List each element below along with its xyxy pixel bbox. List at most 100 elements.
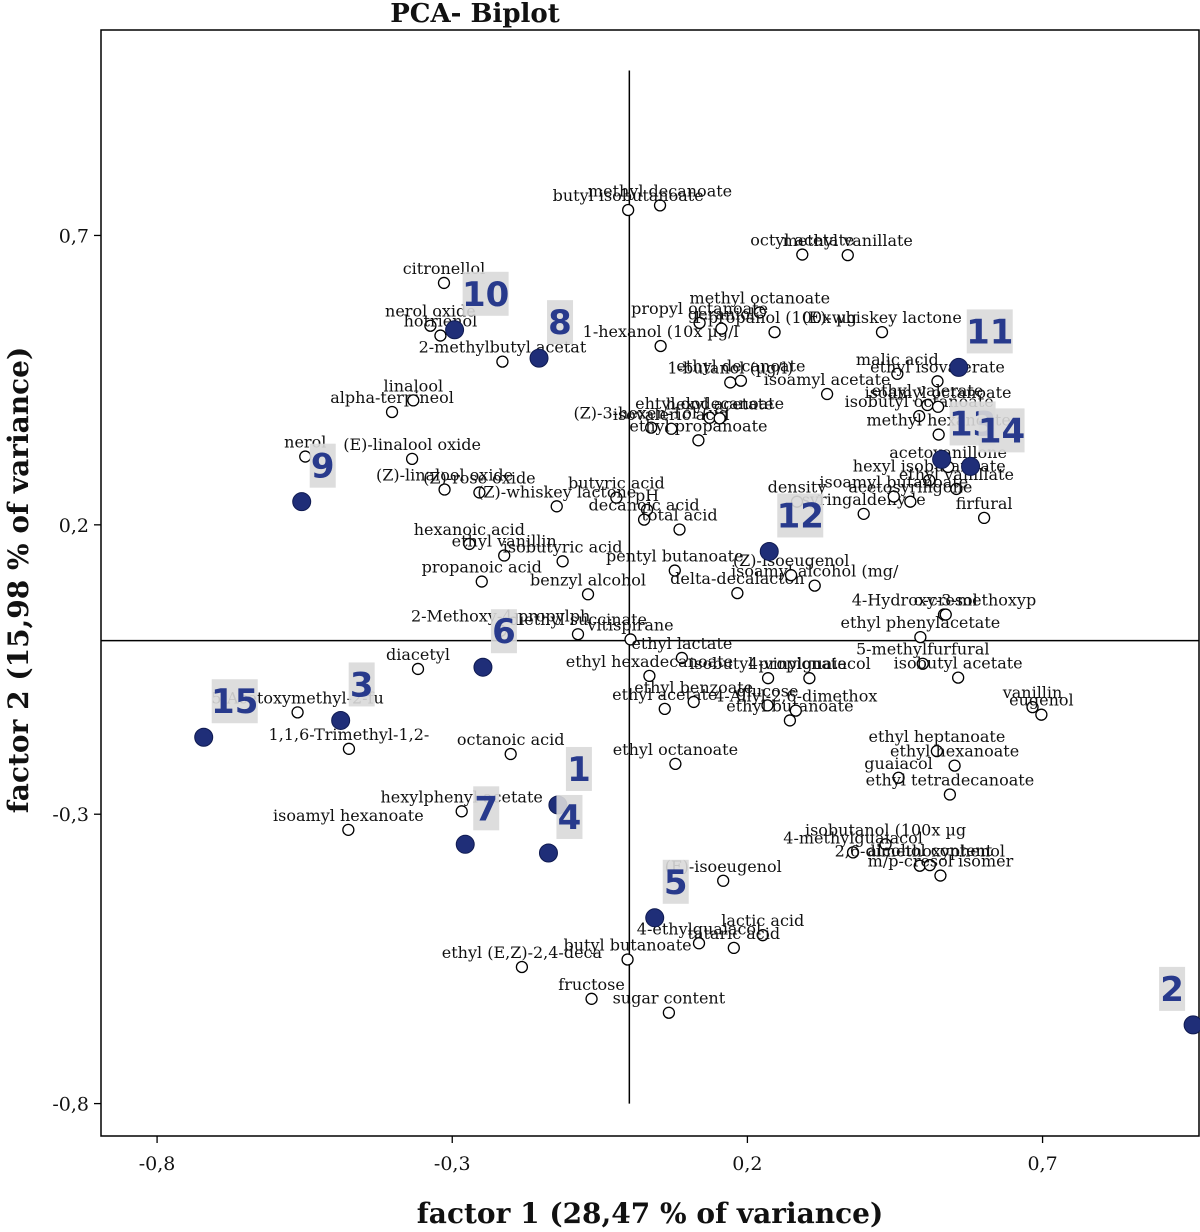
variable-label: hexanoic acid xyxy=(414,520,525,539)
variable-point xyxy=(504,747,517,761)
variable-point xyxy=(715,322,728,335)
variable-label: glucose xyxy=(737,681,799,700)
sample-label-box xyxy=(348,662,375,707)
variable-point xyxy=(299,450,312,463)
variable-point xyxy=(622,203,635,217)
variable-label: isobutyl propionate xyxy=(689,654,846,673)
variable-point xyxy=(342,823,355,836)
variable-point xyxy=(724,376,737,389)
sample-label: 11 xyxy=(966,312,1013,352)
variable-label: delta-decalacton xyxy=(670,569,804,588)
variable-point xyxy=(342,742,356,755)
sample-label: 4 xyxy=(558,798,582,838)
variable-point xyxy=(692,434,705,447)
variable-point xyxy=(662,1006,676,1019)
variable-point xyxy=(624,633,637,646)
variable-point xyxy=(556,555,569,568)
variable-label: guaiacol xyxy=(864,754,932,773)
variable-point xyxy=(789,704,802,717)
variable-label: 5-methylfurfural xyxy=(856,640,990,659)
x-axis-ticks: -0,8 -0,3 0,2 0,7 xyxy=(139,1136,1058,1175)
variable-label: ethyl decanoate xyxy=(676,357,805,376)
sample-point xyxy=(194,727,214,747)
x-axis-title: factor 1 (28,47 % of variance) xyxy=(417,1197,883,1230)
variable-point xyxy=(438,483,451,496)
variable-label: ethyl hexadecanoate xyxy=(566,652,733,671)
variable-point xyxy=(913,409,926,423)
variable-point xyxy=(768,325,781,339)
variable-point xyxy=(846,846,860,859)
variable-label: (E)-linalool oxide xyxy=(343,435,481,454)
variable-label: 4-ethylguaiacol xyxy=(637,919,761,938)
variable-point xyxy=(717,874,730,887)
variable-label: benzyl alcohol xyxy=(530,570,646,589)
sample-label-box xyxy=(556,794,583,839)
variable-point xyxy=(887,490,900,503)
variable-point xyxy=(424,319,437,332)
sample-label: 2 xyxy=(1160,970,1184,1010)
variable-label: acetovanillone xyxy=(889,443,1007,462)
variable-label: diacetyl xyxy=(386,645,450,664)
variable-point xyxy=(407,394,420,407)
sample-label: 10 xyxy=(462,275,509,315)
sample-point xyxy=(292,492,312,512)
variable-point xyxy=(581,588,595,601)
variable-label: (Z)-linalool oxide xyxy=(376,466,513,485)
variable-point xyxy=(692,937,706,950)
variable-point xyxy=(693,316,706,329)
variable-point xyxy=(977,511,991,525)
variable-label: alpha-terpineol xyxy=(330,388,454,407)
sample-label-box xyxy=(462,271,509,316)
sample-point xyxy=(961,456,981,476)
variable-label: ethyl butanoate xyxy=(726,696,853,715)
variable-label: 2,6-dimethoxyphenol xyxy=(835,842,1005,861)
variable-label: malic acid xyxy=(856,350,939,369)
variable-label: decanoic acid xyxy=(589,496,700,515)
sample-point xyxy=(932,449,952,469)
variable-label: 4-vinylguaiacol xyxy=(748,654,871,673)
variable-point xyxy=(753,306,766,319)
variable-point xyxy=(405,452,419,466)
variable-label: propanoic acid xyxy=(422,558,542,577)
sample-point xyxy=(759,541,779,561)
variable-label: lactic acid xyxy=(721,911,804,930)
sample-label-box xyxy=(547,300,574,345)
variable-label: (Z)-3-hexen-1ol (µg xyxy=(573,404,728,423)
variable-point xyxy=(669,757,682,771)
variable-label: ethyl (E,Z)-2,4-deca xyxy=(442,943,603,962)
variable-point xyxy=(571,628,585,641)
variable-point xyxy=(943,788,957,801)
variable-point xyxy=(498,549,511,562)
variable-point xyxy=(658,702,671,716)
variable-point xyxy=(950,482,963,496)
variable-point xyxy=(455,805,468,818)
variable-label: ethyl vanillin xyxy=(452,532,557,551)
variable-label: eugenol xyxy=(1009,691,1074,710)
variable-label: geraniol xyxy=(688,305,755,324)
variable-label: (E)-isoeugenol xyxy=(665,857,782,876)
variable-label: (E)-whiskey lactone xyxy=(802,308,962,327)
sample-label: 8 xyxy=(548,303,572,343)
sample-label-box xyxy=(662,859,689,904)
variable-label: ethyl isovalerate xyxy=(870,357,1005,376)
variable-point xyxy=(904,495,917,508)
variable-label: 1-hexanol (10x µg/l xyxy=(583,322,739,341)
y-tick-label: 0,2 xyxy=(59,515,89,537)
variable-label: hexyl acetate xyxy=(666,394,774,413)
variable-label: acetosyringone xyxy=(848,478,972,497)
chart-title: PCA- Biplot xyxy=(390,0,560,29)
sample-label-box xyxy=(473,786,500,831)
variable-point xyxy=(411,662,425,676)
variable-label: ethyl tetradecanoate xyxy=(866,771,1035,790)
x-tick-label: 0,2 xyxy=(732,1153,762,1175)
variable-label: 4-Hydroxy-3-methoxyp xyxy=(852,591,1036,610)
variable-label: methyl decanoate xyxy=(588,181,732,200)
variable-label: pH xyxy=(635,486,659,505)
variable-label: methyl octanoate xyxy=(690,288,831,307)
variable-label: butyl isobutanoate xyxy=(553,186,704,205)
variable-point xyxy=(475,575,488,588)
variable-label: pentyl butanoate xyxy=(606,547,744,566)
variable-label: isobutyl acetate xyxy=(894,654,1023,673)
variable-point xyxy=(673,523,686,536)
